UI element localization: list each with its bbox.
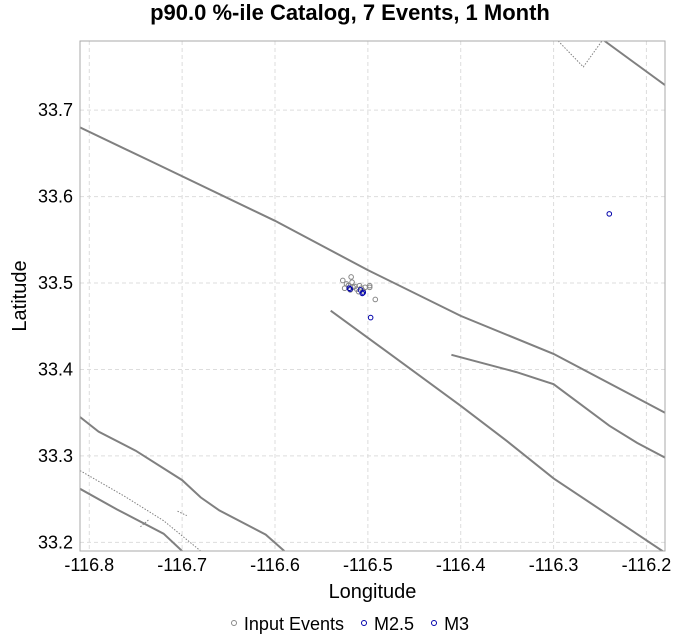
input-event-marker: [366, 282, 373, 289]
fault-line: [330, 309, 665, 551]
legend-item-m25: M2.5: [361, 612, 414, 636]
x-tick-label: -116.2: [622, 555, 672, 575]
grid-lines: [80, 41, 665, 551]
fault-line: [80, 416, 285, 551]
y-tick-label: 33.7: [38, 100, 73, 120]
fault-line: [557, 41, 603, 68]
x-tick-label: -116.7: [157, 555, 207, 575]
fault-lines: [80, 41, 665, 551]
fault-line: [80, 126, 665, 414]
m3-marker-icon: [431, 620, 438, 627]
y-tick-label: 33.4: [38, 359, 73, 379]
m25-event-marker: [359, 290, 366, 297]
y-tick-label: 33.2: [38, 532, 73, 552]
legend-label-m25: M2.5: [374, 614, 415, 634]
x-tick-label: -116.5: [343, 555, 393, 575]
legend-item-m3: M3: [431, 612, 469, 636]
event-markers: [339, 211, 613, 321]
fault-line: [80, 470, 202, 551]
chart-title: p90.0 %-ile Catalog, 7 Events, 1 Month: [150, 0, 550, 25]
y-tick-label: 33.6: [38, 187, 73, 207]
y-tick-label: 33.5: [38, 273, 73, 293]
x-tick-label: -116.3: [529, 555, 579, 575]
input-event-marker: [348, 274, 354, 280]
input-event-marker: [339, 277, 346, 284]
x-tick-label: -116.8: [64, 555, 114, 575]
input-event-marker: [341, 285, 348, 292]
x-tick-labels: -116.8 -116.7 -116.6 -116.5 -116.4 -116.3 -116…: [64, 555, 671, 575]
input-event-marker: [366, 284, 373, 291]
legend: Input Events M2.5 M3: [0, 612, 700, 636]
y-tick-labels: 33.2 33.3 33.4 33.5 33.6 33.7: [38, 100, 73, 552]
input-event-marker: [349, 279, 355, 285]
x-tick-label: -116.4: [436, 555, 486, 575]
fault-line: [451, 353, 665, 459]
x-axis-label: Longitude: [329, 581, 417, 603]
fault-line: [140, 518, 150, 528]
legend-label-input-events: Input Events: [243, 614, 344, 634]
fault-line: [604, 41, 665, 86]
m25-event-marker: [346, 285, 353, 292]
legend-item-input-events: Input Events: [230, 612, 344, 636]
y-axis-label: Latitude: [9, 260, 31, 331]
input-event-marker: [372, 296, 379, 303]
m3-event-marker: [360, 289, 367, 296]
input-event-marker-icon: [230, 620, 237, 627]
x-tick-label: -116.6: [250, 555, 300, 575]
m25-marker-icon: [361, 620, 368, 627]
m25-event-marker: [606, 211, 613, 217]
legend-label-m3: M3: [444, 614, 470, 634]
m25-event-marker: [367, 314, 374, 321]
y-tick-label: 33.3: [38, 446, 73, 466]
m3-event-marker: [347, 286, 354, 292]
plot-frame: [79, 40, 666, 552]
fault-line: [80, 487, 183, 551]
